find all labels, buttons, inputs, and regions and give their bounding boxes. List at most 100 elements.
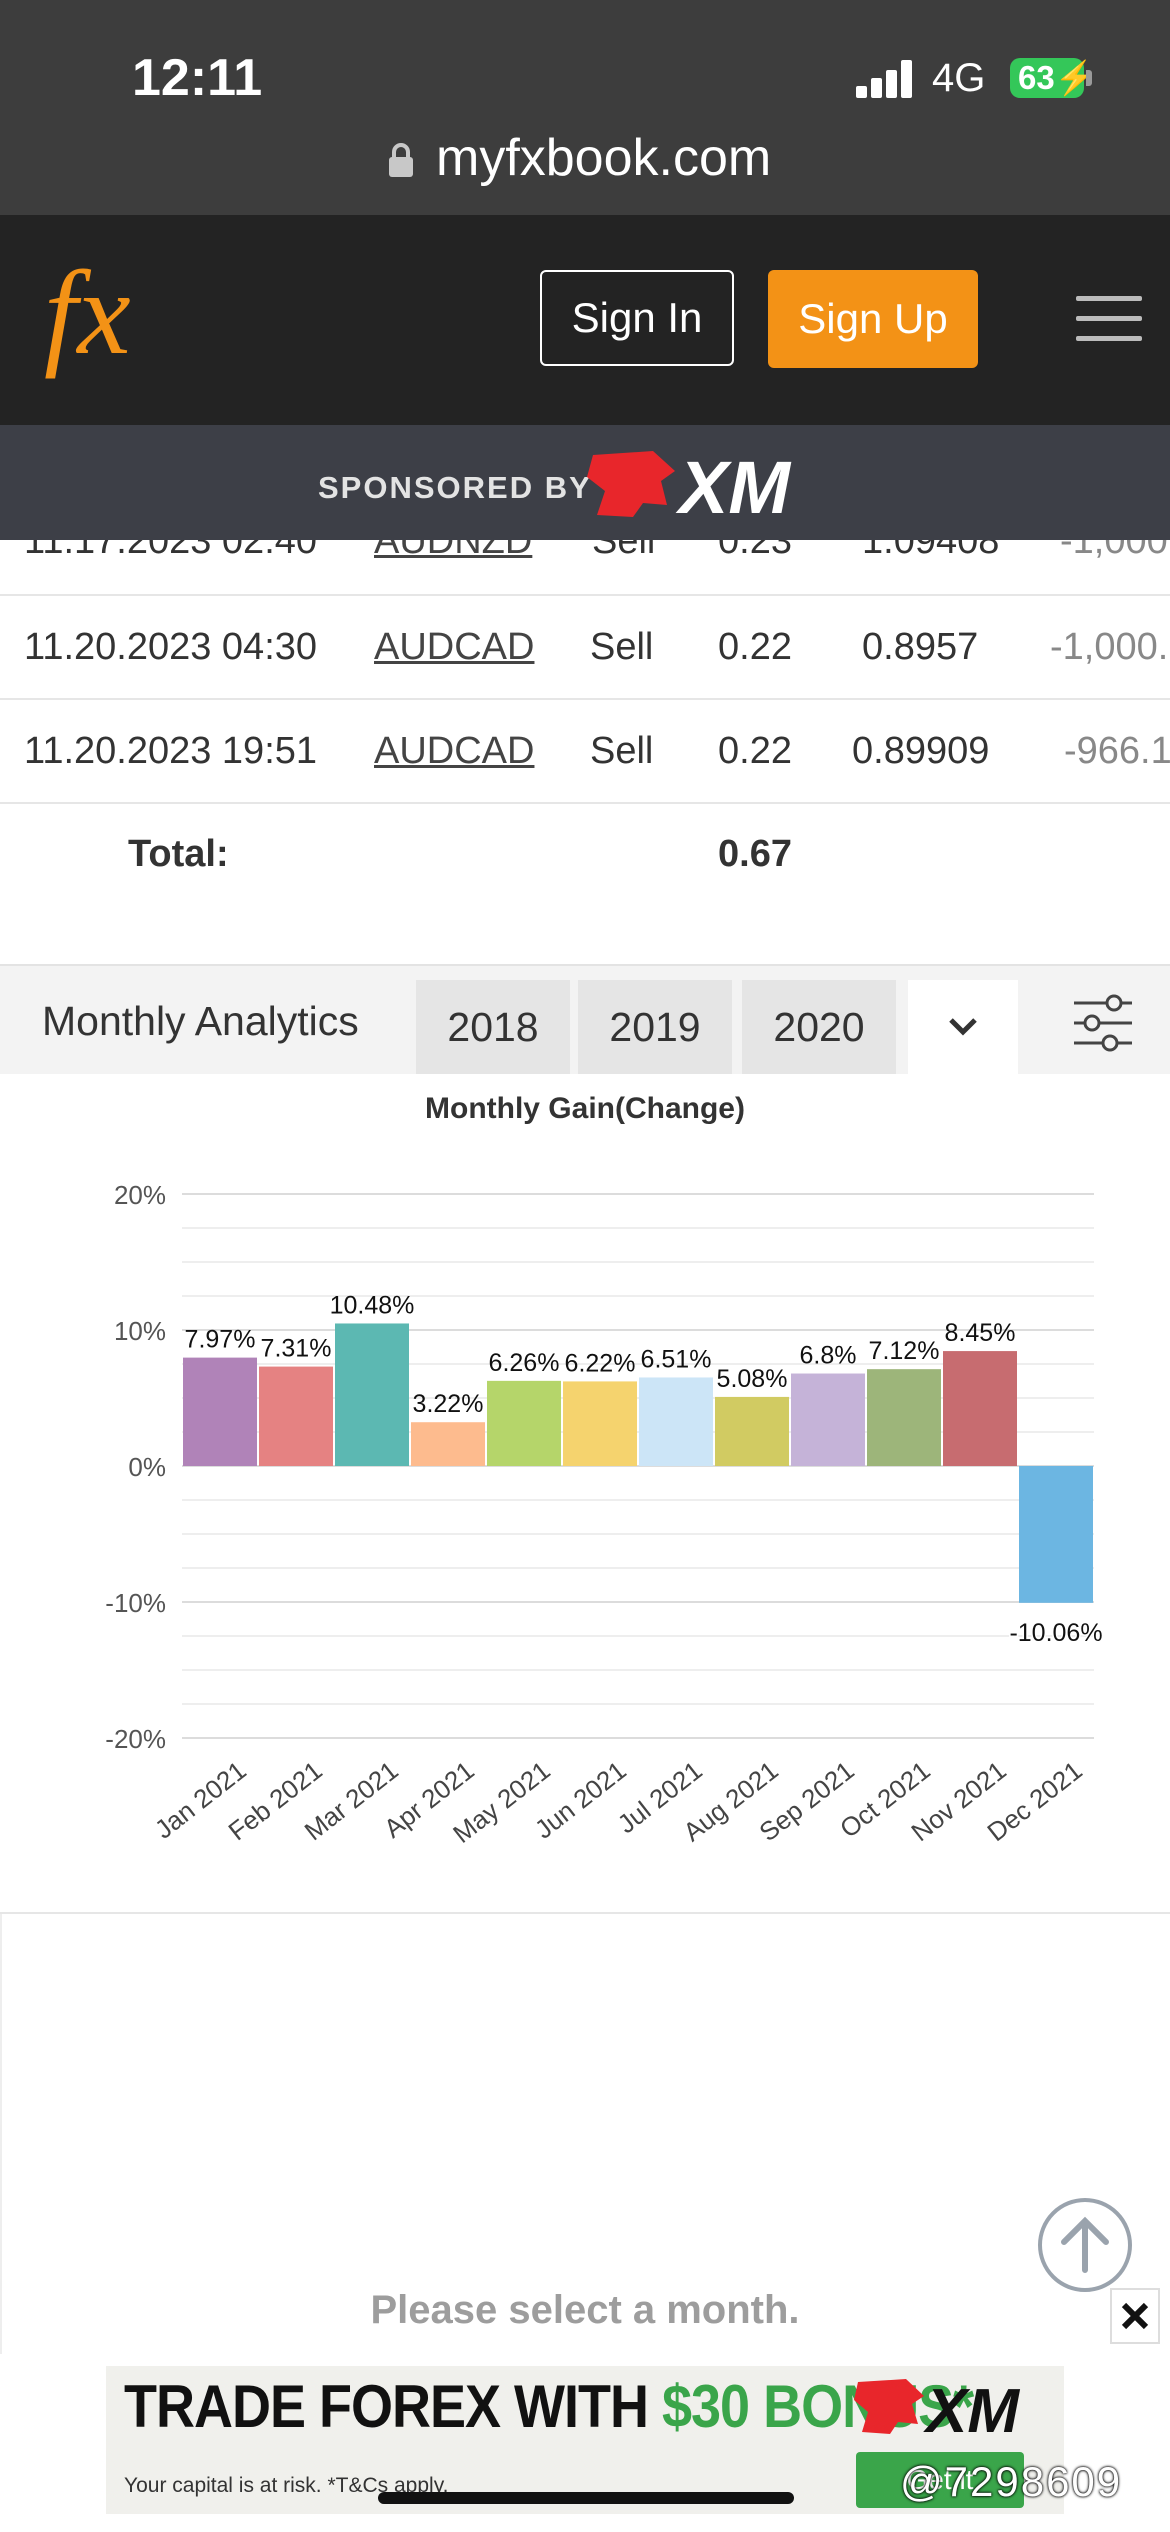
xm-logo[interactable]: XM — [583, 447, 833, 523]
table-row: 11.20.2023 19:51 AUDCAD Sell 0.22 0.8990… — [0, 700, 1170, 804]
data-label: 3.22% — [413, 1390, 484, 1418]
url-address[interactable]: myfxbook.com — [436, 129, 772, 187]
data-label: 6.22% — [565, 1349, 636, 1377]
total-lots: 0.67 — [718, 833, 792, 875]
trade-price: 0.89909 — [852, 730, 990, 772]
ad-bonus: $30 BONUS* — [661, 2373, 974, 2441]
data-label: 8.45% — [945, 1319, 1016, 1347]
ad-close-button[interactable] — [1110, 2288, 1160, 2344]
ad-headline: TRADE FOREX WITH $30 BONUS* — [124, 2372, 974, 2441]
chart-y-axis: 20% 10% 0% -10% -20% — [105, 1180, 166, 1754]
arrow-up-icon[interactable] — [1036, 2196, 1134, 2294]
trade-symbol-link[interactable]: AUDNZD — [374, 540, 533, 562]
trade-date: 11.20.2023 19:51 — [24, 730, 318, 772]
chart-title: Monthly Gain(Change) — [425, 1092, 745, 1125]
monthly-gain-chart: Monthly Gain(Change) 20% 10% 0% -10% -20% 7.… — [105, 1092, 1105, 1849]
tab-year-2019[interactable]: 2019 — [578, 980, 732, 1074]
close-icon — [1121, 2302, 1149, 2330]
table-row-partial: 11.17.2023 02:40 AUDNZD Sell 0.23 1.0940… — [0, 540, 1170, 596]
chart-bar — [259, 1366, 333, 1466]
chart-bar — [715, 1396, 789, 1466]
chart-bar — [867, 1369, 941, 1466]
chart-bar — [1019, 1466, 1093, 1603]
chart-bar — [487, 1380, 561, 1466]
fx-logo[interactable]: fx — [38, 235, 188, 395]
trade-action: Sell — [592, 540, 656, 562]
sign-in-button[interactable]: Sign In — [540, 270, 734, 366]
data-label: 5.08% — [717, 1365, 788, 1393]
y-tick-label: 0% — [128, 1452, 166, 1482]
sign-up-button[interactable]: Sign Up — [768, 270, 978, 368]
battery-indicator: 63⚡ — [1010, 58, 1096, 98]
table-row: 11.20.2023 04:30 AUDCAD Sell 0.22 0.8957… — [0, 596, 1170, 700]
chart-bar — [791, 1373, 865, 1466]
chart-bar — [639, 1377, 713, 1466]
fx-logo-text: fx — [44, 246, 131, 379]
ad-xm-logo: XM — [854, 2377, 1020, 2440]
trade-symbol-link[interactable]: AUDCAD — [374, 730, 535, 772]
data-label: 6.8% — [800, 1342, 857, 1370]
y-tick-label: 10% — [114, 1316, 166, 1346]
trade-action: Sell — [590, 626, 654, 668]
ad-cta-button[interactable]: Get it — [856, 2452, 1024, 2508]
network-type: 4G — [932, 56, 986, 100]
trade-profit: -1,000 — [1060, 540, 1168, 562]
tab-year-2020[interactable]: 2020 — [742, 980, 896, 1074]
trade-lots: 0.22 — [718, 730, 792, 772]
chart-bar — [183, 1357, 257, 1466]
trade-price: 1.09408 — [862, 540, 1000, 562]
chart-grid — [182, 1193, 1094, 1739]
hamburger-icon[interactable] — [1076, 296, 1142, 342]
year-dropdown-button[interactable] — [908, 980, 1018, 1074]
filter-icon[interactable] — [1072, 993, 1134, 1053]
data-label: 7.12% — [869, 1337, 940, 1365]
ad-headline-prefix: TRADE FOREX WITH — [124, 2373, 662, 2441]
chart-divider — [0, 1912, 1170, 1914]
lock-icon — [389, 143, 413, 177]
battery-tip — [1086, 70, 1092, 86]
data-label: -10.06% — [1009, 1619, 1102, 1647]
y-tick-label: -20% — [105, 1724, 166, 1754]
data-label: 6.51% — [641, 1345, 712, 1373]
status-bar — [0, 0, 1170, 215]
sponsor-label: SPONSORED BY — [318, 470, 592, 505]
trade-action: Sell — [590, 730, 654, 772]
trade-lots: 0.22 — [718, 626, 792, 668]
sponsor-banner[interactable] — [0, 425, 1170, 543]
ad-disclaimer: Your capital is at risk. *T&Cs apply. — [124, 2474, 449, 2497]
watermark: @7298609 — [900, 2458, 1123, 2505]
data-label: 10.48% — [330, 1291, 415, 1319]
tab-year-2018[interactable]: 2018 — [416, 980, 570, 1074]
chart-bar — [943, 1351, 1017, 1466]
month-detail-panel — [0, 1914, 1170, 2354]
data-label: 7.31% — [261, 1335, 332, 1363]
battery-level: 63 — [1018, 59, 1055, 96]
signal-icon — [856, 60, 914, 98]
home-indicator — [378, 2492, 794, 2504]
section-spacer — [0, 902, 1170, 966]
y-tick-label: -10% — [105, 1588, 166, 1618]
ad-xm-text: XM — [923, 2377, 1020, 2440]
chart-bar — [335, 1323, 409, 1466]
trade-lots: 0.23 — [718, 540, 792, 562]
monthly-analytics-title: Monthly Analytics — [42, 998, 359, 1044]
chart-data-labels: 7.97% 7.31% 10.48% 3.22%6.26% 6.22% 6.51%5.08… — [185, 1291, 1105, 1648]
trade-profit: -1,000. — [1050, 626, 1169, 668]
total-label: Total: — [128, 833, 229, 875]
data-label: 7.97% — [185, 1326, 256, 1354]
status-time: 12:11 — [132, 49, 263, 107]
data-label: 6.26% — [489, 1349, 560, 1377]
table-total-row: Total: 0.67 — [0, 804, 1170, 904]
select-month-message: Please select a month. — [370, 2288, 800, 2332]
chart-bars — [183, 1323, 1093, 1603]
trade-date: 11.20.2023 04:30 — [24, 626, 318, 668]
chart-bar — [411, 1422, 485, 1466]
trade-symbol-link[interactable]: AUDCAD — [374, 626, 535, 668]
chart-bar — [563, 1381, 637, 1466]
trade-profit: -966.1 — [1064, 730, 1170, 772]
chevron-down-icon — [949, 1018, 977, 1036]
trade-date: 11.17.2023 02:40 — [24, 540, 318, 562]
y-tick-label: 20% — [114, 1180, 166, 1210]
xm-logo-text: XM — [675, 447, 791, 523]
